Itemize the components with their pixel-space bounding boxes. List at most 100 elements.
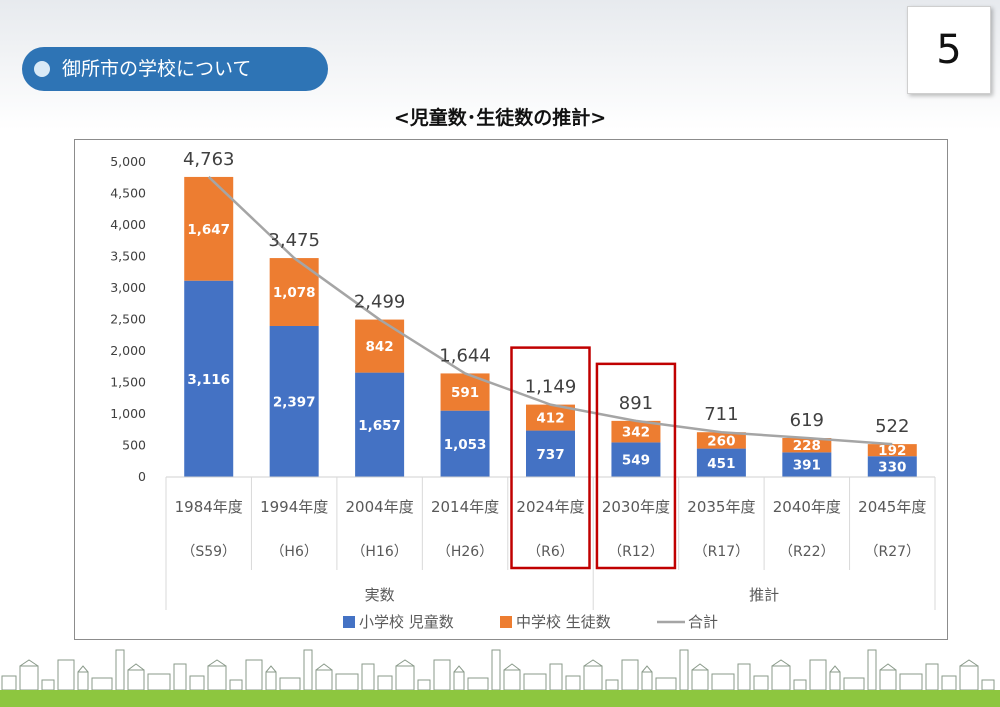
- skyline-building: [207, 665, 227, 691]
- highlight-box: [510, 346, 591, 570]
- bar-junior-high: [696, 432, 746, 449]
- skyline-building: [147, 673, 171, 691]
- skyline-building: [1, 675, 17, 691]
- skyline-building: [753, 675, 769, 691]
- bar-elementary: [782, 452, 832, 477]
- skyline-building: [315, 669, 333, 691]
- ground-strip: [0, 690, 1000, 707]
- x-sub-tick-label: （H6）: [270, 544, 317, 560]
- skyline-building: [771, 659, 791, 667]
- legend-swatch-junior-high: [500, 616, 512, 628]
- y-tick-label: 2,500: [110, 312, 146, 327]
- skyline-building: [229, 679, 243, 691]
- skyline-building: [491, 649, 501, 691]
- skyline-building: [793, 679, 807, 691]
- skyline-building: [981, 679, 995, 691]
- x-sub-tick-label: （H16）: [351, 544, 407, 560]
- data-label-total: 891: [619, 393, 653, 414]
- y-tick-label: 4,000: [110, 217, 146, 232]
- bar-elementary: [867, 456, 917, 477]
- skyline-building: [417, 679, 431, 691]
- bar-elementary: [440, 410, 490, 477]
- skyline-building: [91, 677, 113, 691]
- data-label-total: 619: [790, 410, 824, 431]
- page-number-box: 5: [907, 6, 991, 94]
- skyline-building: [899, 673, 923, 691]
- skyline-building: [57, 659, 75, 691]
- skyline-building: [335, 673, 359, 691]
- total-line: [207, 176, 893, 446]
- town-skyline-decoration: [1, 649, 995, 691]
- skyline-building: [621, 659, 639, 691]
- data-label-elementary: 549: [622, 453, 650, 469]
- skyline-building: [691, 669, 709, 691]
- skyline-building: [879, 663, 897, 671]
- bar-junior-high: [184, 176, 234, 281]
- data-label-junior-high: 1,647: [187, 222, 230, 238]
- skyline-building: [925, 663, 939, 691]
- y-tick-label: 3,500: [110, 249, 146, 264]
- skyline-building: [245, 659, 263, 691]
- skyline-building: [655, 677, 677, 691]
- x-group-label: 推計: [749, 586, 779, 604]
- skyline-building: [583, 659, 603, 667]
- skyline-building: [433, 659, 451, 691]
- skyline-building: [829, 671, 841, 691]
- data-label-junior-high: 842: [366, 339, 394, 355]
- skyline-building: [207, 659, 227, 667]
- bar-junior-high: [611, 420, 661, 443]
- skyline-building: [303, 649, 313, 691]
- x-tick-label: 1994年度: [260, 498, 328, 516]
- x-sub-tick-label: （R6）: [527, 544, 574, 560]
- y-tick-label: 3,000: [110, 280, 146, 295]
- skyline-building: [395, 659, 415, 667]
- data-label-elementary: 2,397: [273, 394, 316, 410]
- highlight-box: [595, 362, 677, 570]
- skyline-building: [395, 665, 415, 691]
- legend-label-elementary: 小学校 児童数: [359, 613, 454, 631]
- bar-elementary: [526, 430, 575, 477]
- bar-elementary: [696, 448, 746, 477]
- skyline-building: [523, 673, 547, 691]
- skyline-building: [641, 671, 653, 691]
- skyline-building: [641, 665, 653, 673]
- data-label-junior-high: 192: [878, 443, 906, 459]
- y-tick-label: 500: [122, 438, 146, 453]
- x-sub-tick-label: （R17）: [694, 544, 750, 560]
- stacked-bar-chart: 5,000 4,500 4,000 3,500 3,000 2,500 2,000 1,500…: [110, 149, 936, 631]
- skyline-building: [115, 649, 125, 691]
- data-label-junior-high: 342: [622, 425, 650, 441]
- skyline-building: [503, 669, 521, 691]
- y-tick-label: 4,500: [110, 186, 146, 201]
- skyline-building: [503, 663, 521, 671]
- x-group-label: 実数: [365, 586, 395, 604]
- data-label-elementary: 1,053: [444, 437, 487, 453]
- data-label-junior-high: 412: [536, 411, 564, 427]
- skyline-building: [549, 663, 563, 691]
- x-tick-label: 2004年度: [346, 498, 414, 516]
- skyline-building: [879, 669, 897, 691]
- data-label-total: 1,644: [439, 345, 491, 366]
- skyline-building: [377, 675, 393, 691]
- bar-junior-high: [782, 438, 832, 453]
- skyline-building: [279, 677, 301, 691]
- data-label-total: 1,149: [525, 377, 577, 398]
- skyline-building: [265, 665, 277, 673]
- bar-elementary: [184, 280, 234, 477]
- bullet-dot-icon: [34, 61, 50, 77]
- x-sub-tick-label: （R22）: [779, 544, 835, 560]
- skyline-building: [809, 659, 827, 691]
- section-title: 御所市の学校について: [62, 58, 252, 80]
- skyline-building: [959, 665, 979, 691]
- y-tick-label: 2,000: [110, 343, 146, 358]
- x-tick-label: 2030年度: [602, 498, 670, 516]
- bar-elementary: [611, 442, 661, 477]
- data-label-junior-high: 228: [793, 438, 821, 454]
- x-tick-label: 2035年度: [687, 498, 755, 516]
- skyline-building: [843, 677, 865, 691]
- data-label-total: 4,763: [183, 149, 235, 170]
- skyline-building: [583, 665, 603, 691]
- data-label-total: 2,499: [354, 292, 406, 313]
- skyline-building: [41, 679, 55, 691]
- x-tick-label: 2024年度: [516, 498, 584, 516]
